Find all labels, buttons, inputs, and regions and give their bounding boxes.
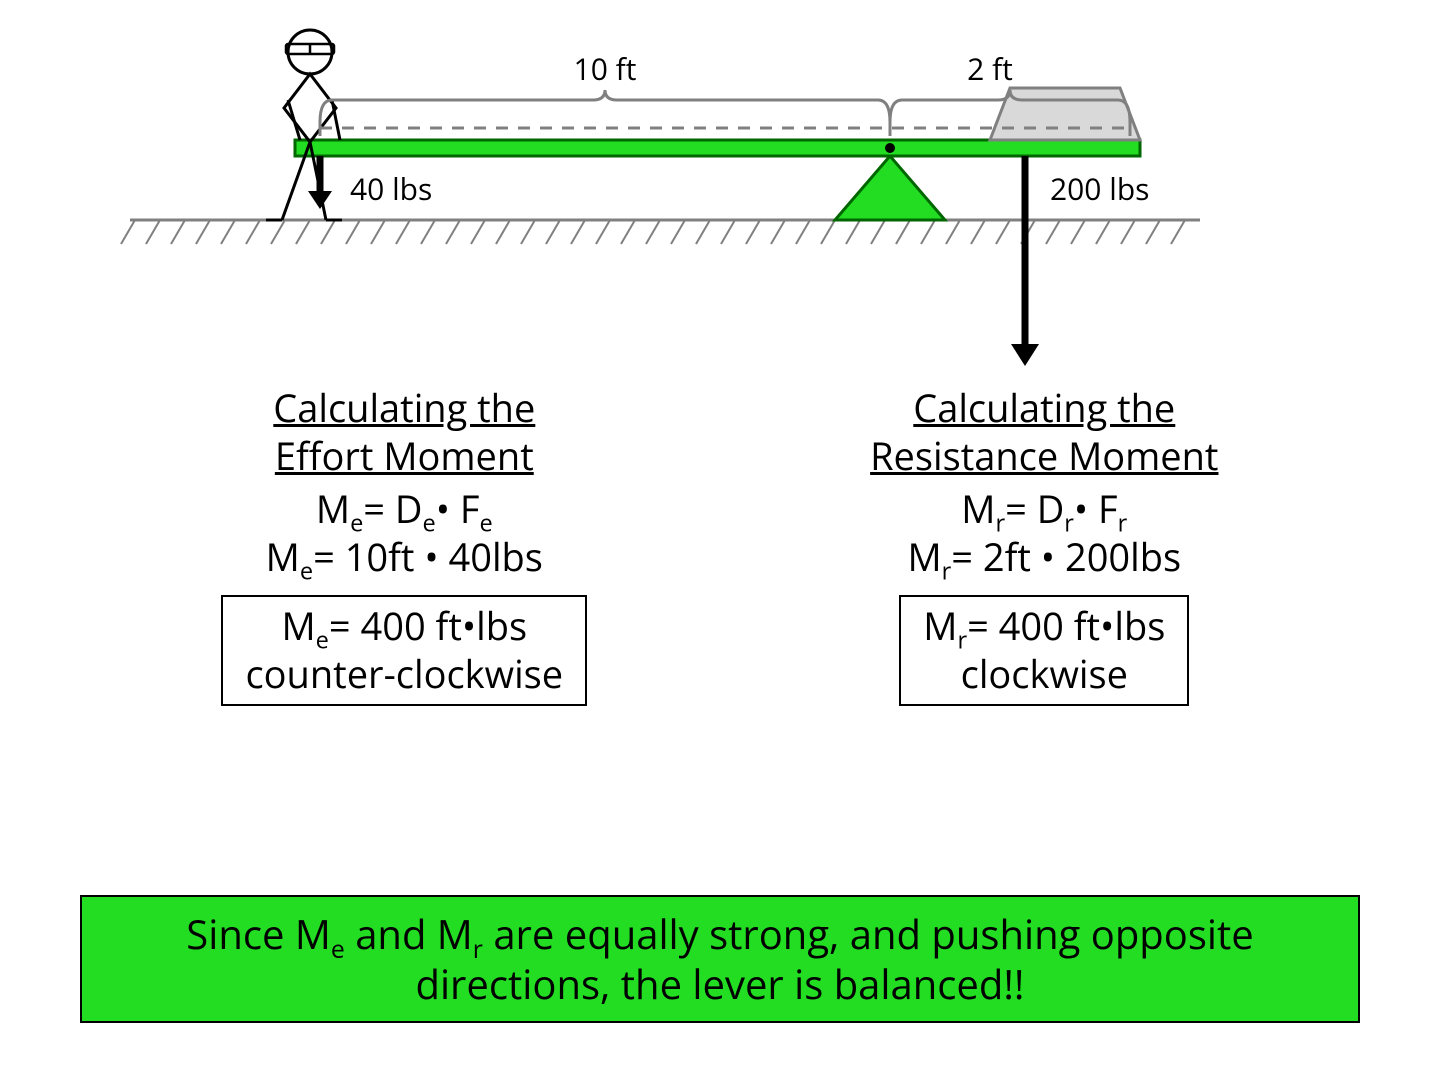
effort-result-box: Me= 400 ft•lbs counter-clockwise (221, 595, 587, 706)
svg-text:200 lbs: 200 lbs (1050, 168, 1149, 209)
resistance-formula: Mr= Dr• Fr (961, 486, 1127, 534)
lever-svg: 10 ft 2 ft 40 lbs 200 lbs (0, 0, 1440, 380)
resistance-heading-line1: Calculating the (913, 382, 1175, 434)
resistance-heading: Calculating the Resistance Moment (870, 385, 1218, 480)
calculation-columns: Calculating the Effort Moment Me= De• Fe… (80, 385, 1360, 706)
lever-moment-diagram: 10 ft 2 ft 40 lbs 200 lbs Calculating the E… (0, 0, 1440, 1080)
svg-text:10 ft: 10 ft (574, 48, 637, 89)
svg-text:2 ft: 2 ft (967, 48, 1013, 89)
resistance-result-line2: clockwise (923, 651, 1165, 699)
resistance-result-box: Mr= 400 ft•lbs clockwise (899, 595, 1189, 706)
effort-substitution: Me= 10ft • 40lbs (266, 534, 543, 582)
svg-text:40 lbs: 40 lbs (350, 168, 432, 209)
conclusion-box: Since Me and Mr are equally strong, and … (80, 895, 1360, 1023)
resistance-result-line1: Mr= 400 ft•lbs (923, 603, 1165, 651)
effort-heading: Calculating the Effort Moment (273, 385, 535, 480)
effort-heading-line2: Effort Moment (275, 430, 534, 482)
effort-result-line1: Me= 400 ft•lbs (245, 603, 563, 651)
effort-heading-line1: Calculating the (273, 382, 535, 434)
resistance-heading-line2: Resistance Moment (870, 430, 1218, 482)
resistance-substitution: Mr= 2ft • 200lbs (907, 534, 1181, 582)
resistance-column: Calculating the Resistance Moment Mr= Dr… (870, 385, 1218, 706)
effort-formula: Me= De• Fe (316, 486, 493, 534)
effort-column: Calculating the Effort Moment Me= De• Fe… (221, 385, 587, 706)
effort-result-line2: counter-clockwise (245, 651, 563, 699)
